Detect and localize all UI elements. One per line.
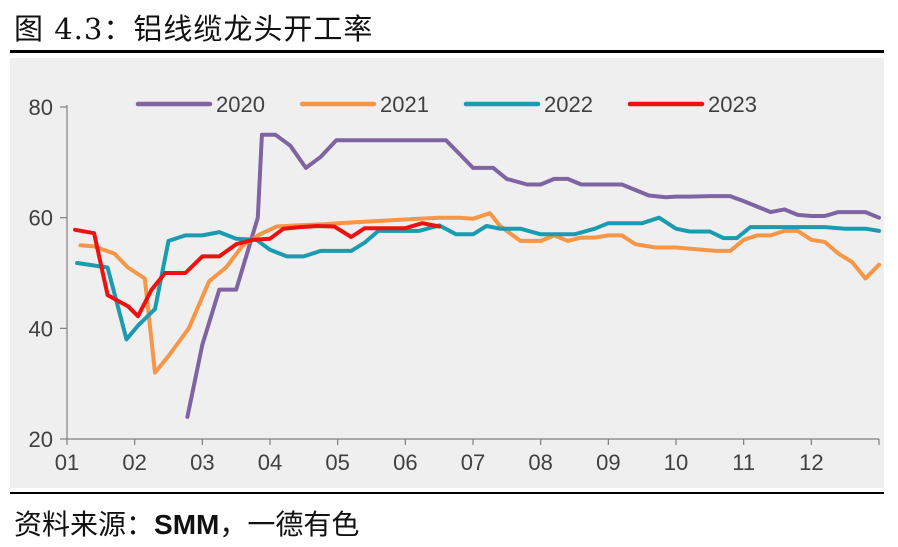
- x-tick-label: 06: [393, 450, 417, 475]
- x-tick-label: 01: [55, 450, 79, 475]
- x-tick-label: 12: [799, 450, 823, 475]
- x-tick-label: 10: [664, 450, 688, 475]
- y-tick-label: 40: [29, 316, 53, 341]
- x-tick-label: 11: [732, 450, 755, 475]
- source-prefix: 资料来源：: [14, 508, 155, 541]
- series-lines: [73, 132, 881, 419]
- y-tick-label: 20: [29, 427, 53, 452]
- legend-label-2023: 2023: [708, 92, 757, 117]
- x-tick-label: 02: [122, 450, 146, 475]
- series-line-2022: [75, 215, 881, 342]
- source-suffix: ，一德有色: [219, 508, 360, 541]
- source-org: SMM: [154, 509, 220, 540]
- y-tick-label: 80: [29, 95, 53, 120]
- axes: 20 40 60 80 01 02 03 04 05 06 07 08 09 10 11 12: [29, 95, 880, 475]
- x-tick-label: 05: [325, 450, 349, 475]
- series-line-2021: [78, 211, 881, 375]
- legend-label-2020: 2020: [216, 92, 265, 117]
- x-tick-label: 09: [596, 450, 620, 475]
- x-tick-label: 08: [528, 450, 552, 475]
- source-note: 资料来源：SMM，一德有色: [14, 503, 359, 543]
- series-line-2023: [73, 221, 442, 319]
- x-tick-label: 03: [190, 450, 214, 475]
- x-tick-label: 04: [258, 450, 282, 475]
- legend-label-2021: 2021: [380, 92, 429, 117]
- bottom-rule: [10, 492, 884, 494]
- figure-title: 图 4.3：铝线缆龙头开工率: [14, 12, 374, 46]
- legend: 2020 2021 2022 2023: [135, 92, 757, 117]
- y-tick-label: 60: [29, 206, 53, 231]
- top-rule: [10, 50, 884, 53]
- series-line-2020: [185, 132, 881, 419]
- plot-background: [10, 58, 884, 488]
- x-tick-label: 07: [461, 450, 485, 475]
- legend-label-2022: 2022: [544, 92, 593, 117]
